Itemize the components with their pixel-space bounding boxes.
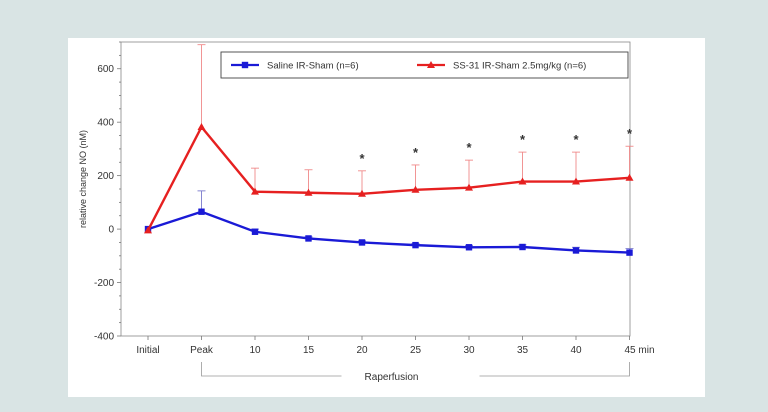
line-chart: 600 400 200 0 -200 -400 relative change NO (nM…	[78, 41, 655, 383]
legend-swatch-marker	[427, 61, 435, 68]
x-tick-label: Initial	[136, 345, 159, 356]
x-tick-label: 30	[463, 345, 475, 356]
significance-star: *	[359, 151, 365, 166]
x-tick-label: 40	[570, 345, 582, 356]
x-tick-label: 10	[249, 345, 261, 356]
plot-frame	[120, 41, 631, 337]
significance-star: *	[627, 126, 633, 141]
y-axis-label: relative change NO (nM)	[78, 130, 88, 228]
x-tick-label: Peak	[190, 345, 214, 356]
series-1-point	[572, 247, 580, 254]
x-tick-label: 45 min	[624, 345, 654, 356]
series-1-point	[412, 241, 419, 249]
legend-swatch-marker	[241, 61, 249, 69]
series-1-point	[198, 208, 205, 215]
series-1-line	[147, 210, 630, 254]
series-1-point	[465, 244, 473, 251]
axes-group: 600 400 200 0 -200 -400 relative change NO (nM…	[78, 41, 655, 356]
y-tick-label: 400	[97, 118, 114, 129]
series-2-point	[625, 173, 634, 181]
legend-label: Saline IR-Sham (n=6)	[267, 61, 359, 72]
series-1-point	[251, 228, 259, 235]
x-tick-label: 15	[303, 345, 315, 356]
series-1-point	[519, 243, 526, 251]
x-tick-label: 35	[517, 345, 529, 356]
series-1-point	[358, 239, 366, 246]
series-2-point	[144, 226, 152, 234]
x-group-label: Raperfusion	[365, 372, 419, 383]
significance-star: *	[466, 140, 472, 155]
series-2-point	[465, 183, 473, 191]
series-1-point	[305, 235, 312, 242]
significance-star: *	[520, 132, 526, 147]
annotations-group: Raperfusion * * * * * *	[201, 126, 633, 383]
significance-star: *	[413, 145, 419, 160]
chart-panel: 600 400 200 0 -200 -400 relative change NO (nM…	[68, 38, 705, 397]
y-tick-label: 200	[97, 171, 114, 182]
series-2-point	[518, 177, 527, 185]
legend-label: SS-31 IR-Sham 2.5mg/kg (n=6)	[453, 61, 586, 72]
legend: Saline IR-Sham (n=6) SS-31 IR-Sham 2.5mg/…	[220, 51, 629, 79]
x-tick-label: 25	[410, 345, 422, 356]
y-tick-label: -200	[94, 278, 114, 289]
series-2-point	[304, 188, 313, 196]
series-2-point	[251, 187, 259, 195]
bracket-left	[201, 362, 342, 377]
series-2-point	[411, 185, 420, 193]
series-2-line	[146, 124, 630, 231]
series-1-point	[626, 249, 633, 256]
y-tick-label: 600	[97, 64, 114, 75]
bracket-right	[479, 362, 630, 377]
series-2-point	[572, 177, 580, 185]
x-tick-label: 20	[356, 345, 368, 356]
significance-star: *	[573, 132, 579, 147]
series-2-point	[358, 189, 366, 197]
series-2-point	[197, 122, 206, 130]
series-group	[144, 44, 634, 256]
y-tick-label: -400	[94, 332, 114, 343]
y-tick-label: 0	[108, 225, 114, 236]
